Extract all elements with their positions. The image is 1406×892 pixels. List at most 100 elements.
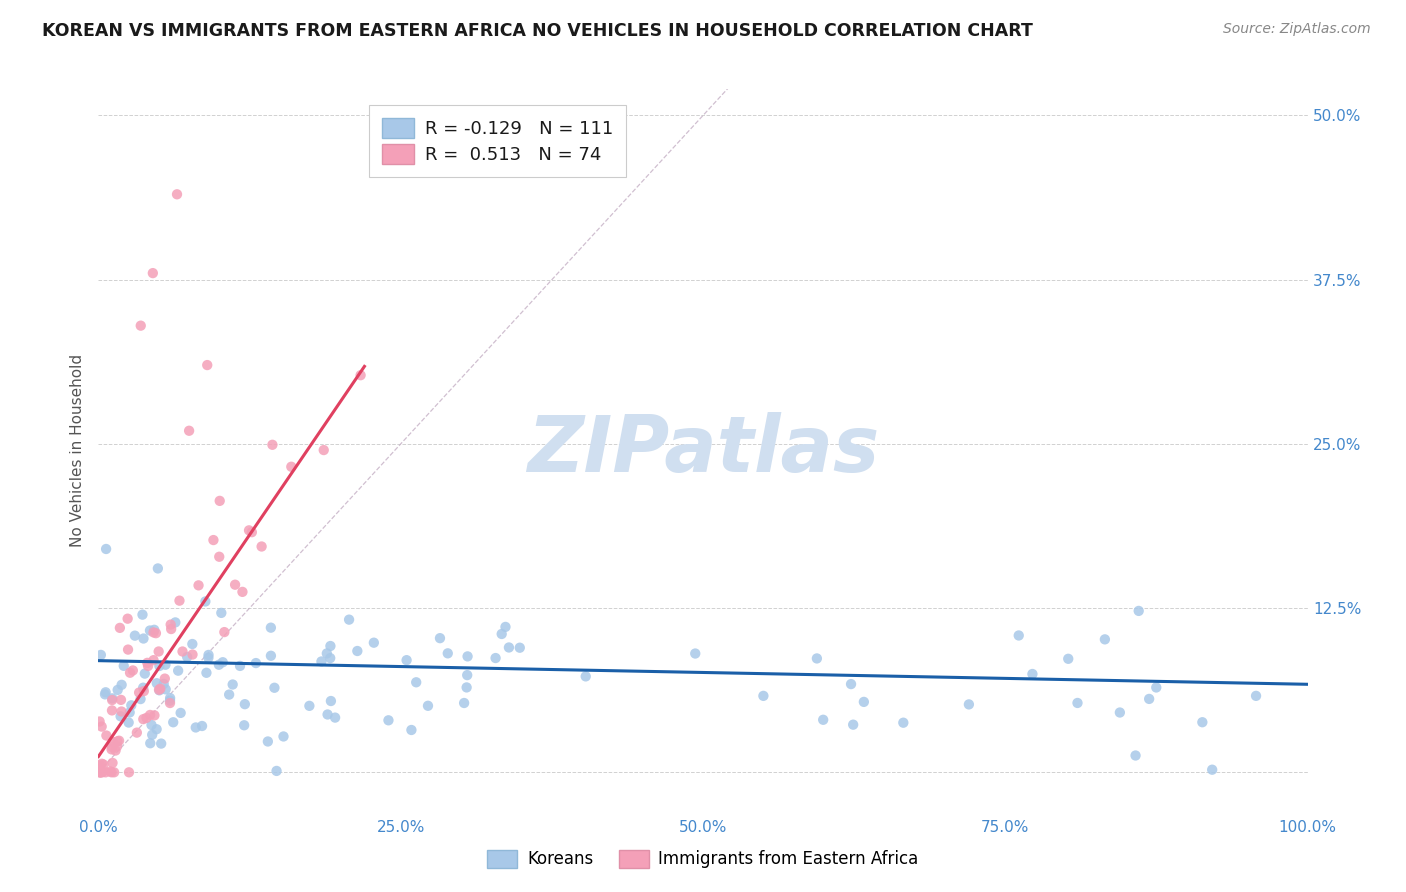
Point xyxy=(395,653,418,667)
Point xyxy=(132,632,155,646)
Point xyxy=(108,621,131,635)
Point xyxy=(218,688,240,702)
Point xyxy=(436,646,458,660)
Point xyxy=(90,756,112,771)
Point xyxy=(311,655,333,669)
Point xyxy=(957,698,980,712)
Point xyxy=(110,709,132,723)
Point xyxy=(89,758,111,772)
Point xyxy=(224,577,246,591)
Point xyxy=(148,644,170,658)
Point xyxy=(484,651,506,665)
Point xyxy=(155,682,177,697)
Point xyxy=(90,765,112,780)
Point xyxy=(162,715,184,730)
Point xyxy=(498,640,520,655)
Point xyxy=(221,677,243,691)
Point xyxy=(683,647,706,661)
Legend: R = -0.129   N = 111, R =  0.513   N = 74: R = -0.129 N = 111, R = 0.513 N = 74 xyxy=(368,105,626,177)
Point xyxy=(112,658,135,673)
Point xyxy=(100,742,122,756)
Point xyxy=(117,642,139,657)
Text: ZIPatlas: ZIPatlas xyxy=(527,412,879,489)
Point xyxy=(1144,681,1167,695)
Point xyxy=(209,606,232,620)
Point xyxy=(181,648,204,662)
Point xyxy=(509,640,531,655)
Point xyxy=(120,698,142,713)
Point xyxy=(94,765,117,780)
Point xyxy=(260,648,283,663)
Point xyxy=(129,692,152,706)
Point xyxy=(141,718,163,732)
Point xyxy=(94,685,117,699)
Point xyxy=(142,625,165,640)
Point xyxy=(456,668,478,682)
Text: Source: ZipAtlas.com: Source: ZipAtlas.com xyxy=(1223,22,1371,37)
Point xyxy=(208,549,231,564)
Point xyxy=(1094,632,1116,647)
Point xyxy=(181,637,204,651)
Point xyxy=(1008,628,1031,642)
Point xyxy=(575,669,598,683)
Point xyxy=(142,653,165,667)
Point xyxy=(842,717,865,731)
Point xyxy=(143,708,166,723)
Point xyxy=(159,693,181,707)
Point xyxy=(148,659,170,673)
Point xyxy=(195,358,218,372)
Point xyxy=(104,743,127,757)
Point xyxy=(405,675,427,690)
Point xyxy=(145,723,167,737)
Point xyxy=(194,594,217,608)
Point xyxy=(208,657,231,672)
Point xyxy=(195,665,218,680)
Point xyxy=(145,626,167,640)
Point xyxy=(257,734,280,748)
Point xyxy=(129,318,152,333)
Point xyxy=(401,723,423,737)
Point xyxy=(152,677,174,691)
Point xyxy=(139,624,162,638)
Point xyxy=(491,627,513,641)
Point xyxy=(202,533,225,547)
Point xyxy=(101,693,124,707)
Point xyxy=(377,714,399,728)
Point xyxy=(94,687,117,701)
Point xyxy=(1125,748,1147,763)
Point xyxy=(153,672,176,686)
Point xyxy=(1057,652,1080,666)
Point xyxy=(118,665,141,680)
Point xyxy=(89,765,111,780)
Point xyxy=(319,639,342,653)
Point xyxy=(166,187,188,202)
Point xyxy=(250,540,273,554)
Point xyxy=(1191,715,1213,730)
Y-axis label: No Vehicles in Household: No Vehicles in Household xyxy=(70,354,86,547)
Point xyxy=(118,765,141,780)
Point xyxy=(141,728,163,742)
Point xyxy=(94,541,117,556)
Point xyxy=(98,764,121,779)
Point xyxy=(273,730,295,744)
Point xyxy=(429,631,451,645)
Point xyxy=(416,698,439,713)
Point xyxy=(197,648,219,662)
Point xyxy=(266,764,288,778)
Point xyxy=(159,617,181,632)
Point xyxy=(169,593,191,607)
Point xyxy=(240,525,263,540)
Point xyxy=(148,682,170,697)
Point xyxy=(891,715,914,730)
Point xyxy=(495,620,517,634)
Point xyxy=(93,757,115,772)
Point xyxy=(167,664,190,678)
Point xyxy=(187,578,209,592)
Point xyxy=(260,621,283,635)
Point xyxy=(136,656,159,670)
Point xyxy=(165,615,187,630)
Point xyxy=(159,691,181,706)
Point xyxy=(191,719,214,733)
Point xyxy=(312,443,335,458)
Point xyxy=(752,689,775,703)
